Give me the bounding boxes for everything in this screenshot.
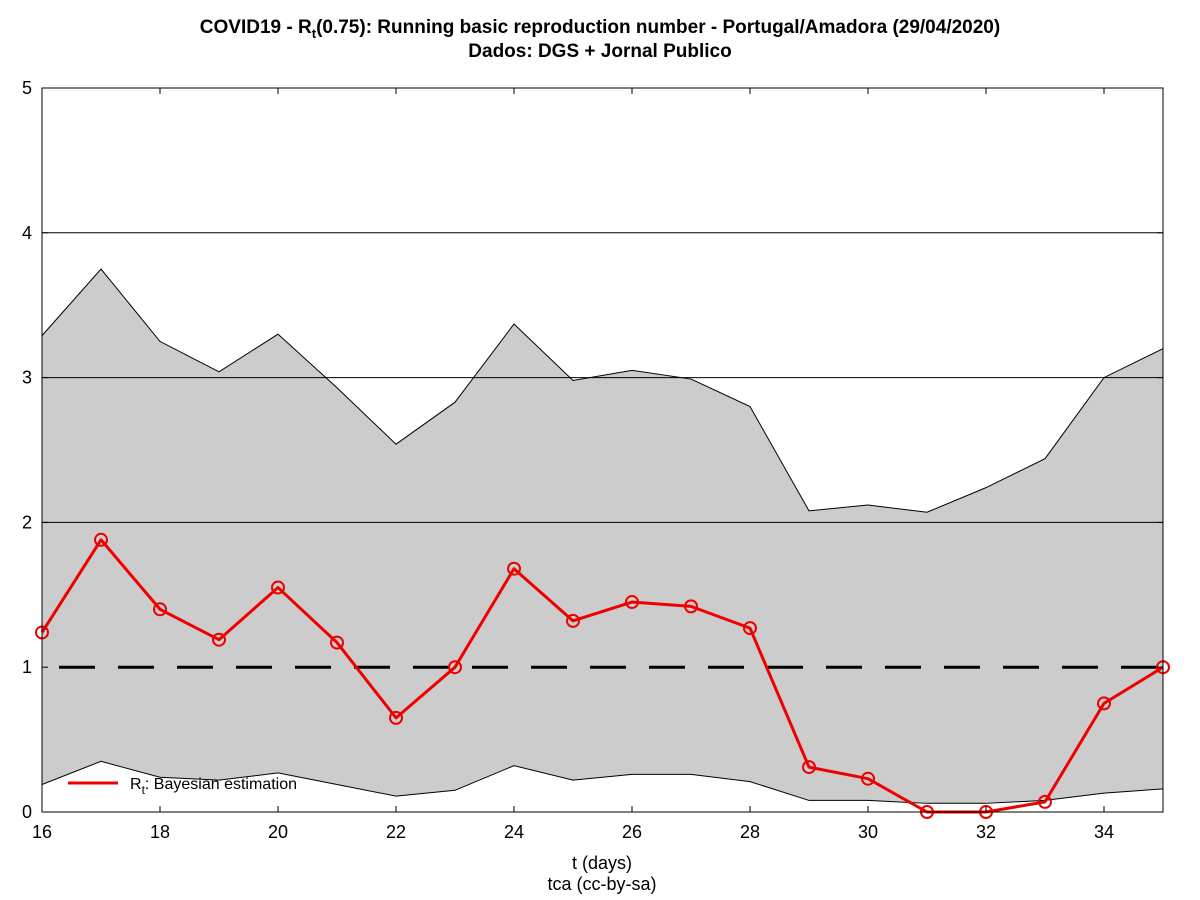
x-tick-label: 26	[622, 822, 642, 842]
y-tick-label: 4	[22, 223, 32, 243]
x-tick-label: 32	[976, 822, 996, 842]
x-tick-label: 24	[504, 822, 524, 842]
x-tick-label: 16	[32, 822, 52, 842]
legend-label: Rt: Bayesian estimation	[130, 776, 297, 797]
x-tick-label: 28	[740, 822, 760, 842]
rt-point	[330, 635, 344, 650]
x-tick-label: 22	[386, 822, 406, 842]
y-tick-label: 2	[22, 512, 32, 532]
rt-point	[566, 613, 580, 628]
rt-point	[625, 595, 639, 610]
rt-point	[448, 660, 462, 675]
caption: tca (cc-by-sa)	[547, 874, 656, 894]
rt-point	[684, 599, 698, 614]
rt-point	[1038, 794, 1052, 809]
rt-point	[94, 532, 108, 547]
rt-point	[861, 771, 875, 786]
x-tick-label: 34	[1094, 822, 1114, 842]
rt-point	[153, 602, 167, 617]
chart-title: COVID19 - Rt(0.75): Running basic reprod…	[199, 17, 1001, 41]
rt-point	[271, 580, 285, 595]
rt-point	[389, 710, 403, 725]
rt-point	[507, 561, 521, 576]
rt-point	[1097, 696, 1111, 711]
y-tick-label: 5	[22, 78, 32, 98]
chart-subtitle: Dados: DGS + Jornal Publico	[468, 41, 732, 62]
y-tick-label: 1	[22, 657, 32, 677]
plot-frame	[41, 87, 1164, 813]
credible-band	[42, 269, 1163, 804]
band-upper-edge	[41, 268, 1164, 513]
rt-point	[212, 632, 226, 647]
band-lower-edge	[41, 760, 1164, 804]
x-tick-label: 30	[858, 822, 878, 842]
x-tick-label: 18	[150, 822, 170, 842]
rt-point	[802, 760, 816, 775]
rt-point	[743, 621, 757, 636]
x-tick-label: 20	[268, 822, 288, 842]
y-tick-label: 0	[22, 802, 32, 822]
x-axis-label: t (days)	[572, 853, 632, 873]
y-tick-label: 3	[22, 368, 32, 388]
